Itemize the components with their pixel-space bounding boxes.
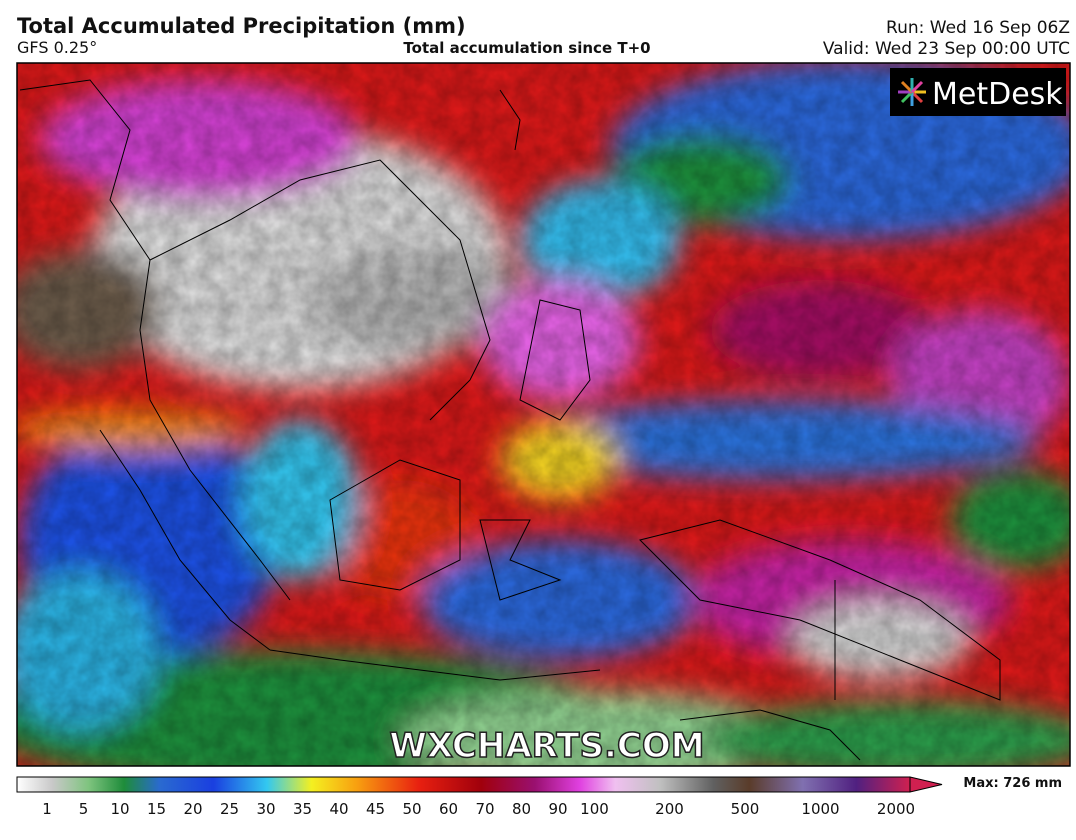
model-label: GFS 0.25°: [17, 38, 97, 57]
colorbar-label: 80: [512, 800, 531, 818]
colorbar-label: 35: [293, 800, 312, 818]
colorbar-label: 1000: [801, 800, 839, 818]
colorbar-label: 50: [402, 800, 421, 818]
colorbar-label: 1: [42, 800, 52, 818]
colorbar-label: 60: [439, 800, 458, 818]
colorbar-label: 45: [366, 800, 385, 818]
colorbar-label: 90: [548, 800, 567, 818]
colorbar-label: 200: [655, 800, 684, 818]
colorbar: [16, 776, 911, 793]
colorbar-label: 500: [731, 800, 760, 818]
colorbar-label: 2000: [877, 800, 915, 818]
colorbar-label: 5: [79, 800, 89, 818]
valid-label: Valid: Wed 23 Sep 00:00 UTC: [823, 39, 1070, 59]
colorbar-label: 100: [580, 800, 609, 818]
colorbar-label: 20: [183, 800, 202, 818]
subtitle: Total accumulation since T+0: [403, 39, 650, 57]
colorbar-label: 10: [110, 800, 129, 818]
logo-icon: [898, 78, 926, 106]
logo-text: MetDesk: [932, 77, 1063, 112]
colorbar-label: 30: [256, 800, 275, 818]
coastlines: [19, 79, 1001, 761]
colorbar-extend: [909, 776, 943, 793]
colorbar-ticks: 1 5 10 15 20 25 30 35 40 45 50 60 70 80 90 100 200 500 100…: [42, 800, 915, 818]
map-frame: [16, 62, 1071, 767]
max-label: Max: 726 mm: [963, 776, 1062, 791]
precipitation-map: [17, 63, 1070, 766]
run-label: Run: Wed 16 Sep 06Z: [886, 18, 1070, 38]
colorbar-label: 25: [220, 800, 239, 818]
colorbar-label: 70: [475, 800, 494, 818]
watermark: WXCHARTS.COM: [389, 726, 704, 766]
colorbar-label: 40: [329, 800, 348, 818]
colorbar-label: 15: [147, 800, 166, 818]
title: Total Accumulated Precipitation (mm): [17, 14, 466, 38]
